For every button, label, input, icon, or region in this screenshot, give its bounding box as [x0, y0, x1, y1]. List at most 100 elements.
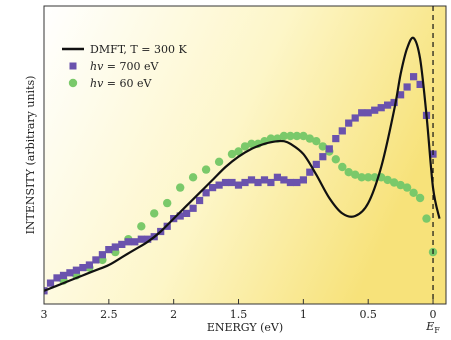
- x-tick-label: 0.5: [359, 308, 377, 321]
- hv700-point: [338, 127, 346, 135]
- hv700-point: [403, 83, 411, 91]
- hv60-point: [331, 155, 340, 164]
- x-axis-title: ENERGY (eV): [207, 321, 283, 334]
- hv60-point: [227, 149, 237, 159]
- hv700-point: [105, 246, 113, 254]
- hv700-point: [377, 104, 385, 112]
- hv700-point: [319, 153, 327, 161]
- legend-label: DMFT, T = 300 K: [90, 43, 187, 56]
- hv700-point: [183, 209, 191, 217]
- hv700-point: [286, 178, 294, 187]
- hv700-point: [53, 274, 61, 282]
- hv60-point: [137, 222, 146, 231]
- legend-swatch-hv60: [68, 78, 78, 88]
- hv60-point: [214, 157, 224, 166]
- fermi-level-label: EF: [425, 320, 440, 335]
- hv700-point: [228, 178, 236, 187]
- dmft-line: [44, 36, 441, 292]
- hv60-point: [176, 183, 185, 192]
- hv700-point: [241, 178, 249, 187]
- hv700-point: [416, 80, 424, 88]
- hv700-point: [299, 176, 307, 184]
- hv700-point: [144, 235, 152, 243]
- hv60-point: [409, 188, 418, 197]
- hv60-point: [357, 173, 366, 182]
- hv700-point: [215, 181, 223, 189]
- hv60-point: [351, 170, 360, 179]
- hv700-point: [390, 98, 398, 107]
- hv60-point: [247, 139, 256, 148]
- x-tick-label: 2: [170, 308, 177, 321]
- hv700-point: [280, 176, 288, 184]
- x-axis: 3 2.5 2 1.5 1 0.5 0: [41, 299, 437, 321]
- hv60-point: [279, 131, 289, 141]
- hv60-point: [383, 175, 392, 185]
- hv60-point: [338, 162, 347, 172]
- hv700-point: [189, 204, 197, 212]
- plot-frame: [43, 5, 447, 305]
- x-tick-label: 0: [430, 308, 437, 321]
- hv700-point: [98, 251, 106, 259]
- hv700-point: [410, 73, 418, 81]
- hv60-point: [422, 214, 431, 223]
- x-tick-label: 1: [300, 308, 307, 321]
- hv700-point: [111, 243, 119, 251]
- hv700-point: [234, 181, 243, 189]
- hv60-point: [402, 183, 412, 192]
- legend-label: hv = 60 eV: [90, 77, 153, 90]
- hv60-point: [150, 209, 159, 218]
- hv700-point: [273, 173, 281, 181]
- legend-label: hv = 700 eV: [90, 60, 160, 73]
- hv60-point: [299, 131, 308, 141]
- hv700-point: [131, 238, 139, 246]
- hv700-point: [46, 279, 55, 287]
- hv700-point: [59, 271, 68, 279]
- hv700-point: [325, 145, 333, 153]
- hv700-point: [221, 178, 230, 187]
- hv60-point: [318, 142, 327, 151]
- hv60-point: [396, 180, 405, 190]
- hv700-point: [72, 266, 80, 274]
- hv700-point: [176, 212, 184, 220]
- hv60-point: [305, 134, 314, 143]
- x-tick-label: 1.5: [230, 308, 248, 321]
- hv60-point: [389, 178, 399, 187]
- hv700-point: [371, 106, 379, 114]
- hv60-point: [364, 173, 373, 182]
- plot-background: [44, 6, 446, 304]
- hv700-point: [137, 235, 145, 243]
- hv700-point: [364, 109, 372, 117]
- hv700-point: [332, 135, 340, 143]
- x-tick-label: 2.5: [100, 308, 118, 321]
- hv60-point: [286, 131, 295, 141]
- hv700-point: [85, 261, 93, 269]
- hv700-point: [306, 168, 314, 176]
- hv700-point: [66, 269, 74, 277]
- hv60-point: [240, 142, 250, 151]
- hv700-point: [384, 101, 392, 109]
- hv700-point: [351, 114, 359, 122]
- hv700-point: [247, 176, 256, 184]
- hv700-point: [293, 178, 301, 187]
- hv700-point: [209, 184, 217, 192]
- hv60-point: [266, 134, 276, 143]
- hv700-point: [345, 119, 353, 127]
- hv700-point: [202, 189, 210, 197]
- hv700-point: [397, 91, 405, 99]
- hv700-point: [312, 160, 320, 168]
- hv60-point: [201, 165, 211, 174]
- hv60-point: [292, 131, 302, 141]
- legend-swatch-hv700: [69, 62, 77, 70]
- hv60-point: [312, 137, 321, 146]
- hv700-point: [79, 264, 87, 272]
- hv60-point: [344, 168, 353, 177]
- hv60-point: [188, 173, 198, 182]
- hv700-point: [254, 178, 262, 187]
- y-axis-title: INTENSITY (arbitrary units): [24, 76, 37, 235]
- legend: DMFT, T = 300 K hv = 700 eV hv = 60 eV: [62, 43, 187, 90]
- hv700-point: [358, 109, 366, 117]
- hv700-point: [92, 256, 100, 264]
- hv700-point: [196, 196, 204, 205]
- hv700-point: [267, 178, 275, 187]
- hv60-point: [234, 147, 243, 156]
